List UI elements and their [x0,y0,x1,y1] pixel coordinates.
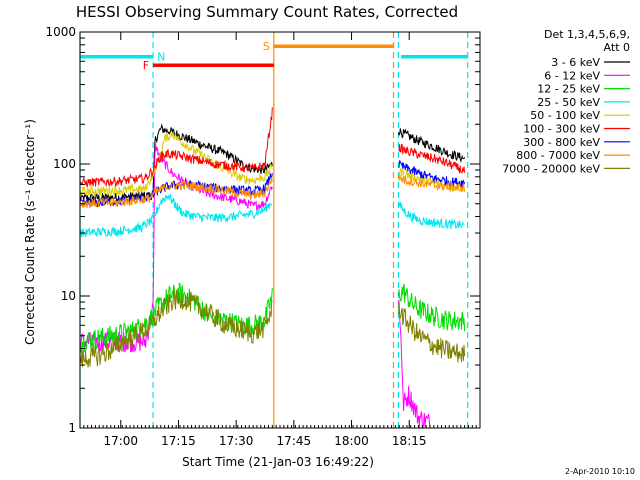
series-line-7-1 [398,173,465,193]
plot-frame [79,31,481,429]
legend-label-6: 300 - 800 keV [523,136,600,149]
legend-label-5: 100 - 300 keV [523,123,600,136]
series-line-5-1 [398,143,466,174]
chart-title: HESSI Observing Summary Count Rates, Cor… [76,3,458,21]
x-axis-label: Start Time (21-Jan-03 16:49:22) [182,455,374,469]
series-line-0-1 [398,128,466,163]
legend-label-4: 50 - 100 keV [530,109,600,122]
series-line-8-0 [79,289,273,368]
series-line-6-1 [398,160,466,188]
x-tick-label-0: 17:00 [103,434,138,448]
y-axis: 1000 100 10 1 [45,25,480,435]
flag-label-s: S [263,40,270,53]
series-line-4-0 [79,131,273,197]
legend-header-attenuator: Att 0 [604,41,630,54]
legend-label-3: 25 - 50 keV [537,96,600,109]
y-tick-label-1: 100 [53,157,76,171]
series-line-8-1 [398,301,466,363]
generation-timestamp: 2-Apr-2010 10:10 [565,467,635,476]
legend-label-7: 800 - 7000 keV [516,149,600,162]
legend-label-8: 7000 - 20000 keV [502,162,600,175]
plot-area: NF S [79,32,469,430]
x-tick-label-3: 17:45 [277,434,312,448]
x-axis: 17:00 17:15 17:30 17:45 18:00 18:15 [79,32,481,448]
x-tick-label-2: 17:30 [219,434,254,448]
legend-label-1: 6 - 12 keV [544,69,600,82]
series-line-3-1 [398,201,465,230]
series-line-1-0 [79,143,273,353]
series-line-7-0 [79,176,273,209]
x-tick-label-1: 17:15 [161,434,196,448]
legend-label-2: 12 - 25 keV [537,83,600,96]
series-line-1-1 [398,300,431,430]
series-line-5-0 [79,107,273,188]
flag-label-n: N [157,51,165,64]
legend-header-detectors: Det 1,3,4,5,6,9, [544,28,630,41]
flag-label-f: F [143,59,149,72]
legend-label-0: 3 - 6 keV [551,56,600,69]
y-tick-label-3: 1 [68,421,76,435]
series-line-3-0 [79,193,273,238]
x-tick-label-5: 18:15 [392,434,427,448]
y-tick-label-0: 1000 [45,25,76,39]
y-tick-label-2: 10 [61,289,76,303]
y-axis-label: Corrected Count Rate (s⁻¹ detector⁻¹) [23,119,37,345]
x-tick-label-4: 18:00 [334,434,369,448]
series-line-2-1 [398,283,466,332]
